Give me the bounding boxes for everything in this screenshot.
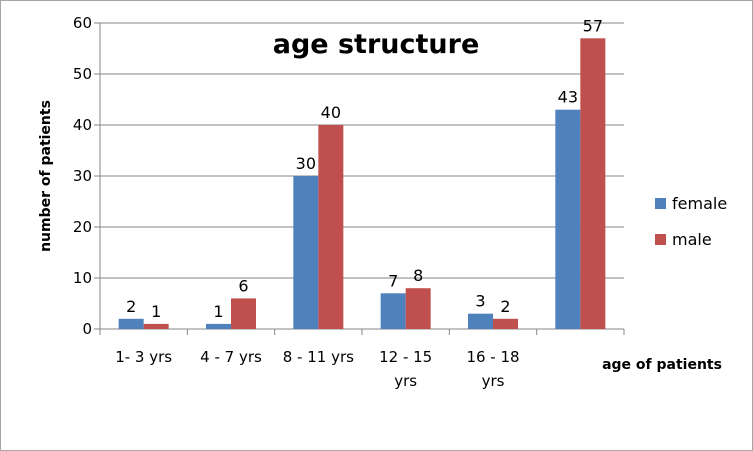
bar-female bbox=[118, 318, 144, 329]
data-label-male: 8 bbox=[413, 266, 423, 285]
data-label-male: 6 bbox=[238, 276, 248, 295]
legend: female male bbox=[655, 194, 727, 249]
x-tick-labels: 1- 3 yrs 4 - 7 yrs 8 - 11 yrs 12 - 15 yrs 16 … bbox=[115, 348, 519, 390]
bar-female bbox=[468, 313, 493, 329]
legend-swatch-male bbox=[655, 234, 666, 245]
legend-label-male: male bbox=[672, 230, 712, 249]
x-tick-label: 8 - 11 yrs bbox=[283, 348, 354, 366]
y-tick-label: 50 bbox=[73, 65, 92, 83]
x-tick-label: yrs bbox=[482, 372, 505, 390]
x-axis-title: age of patients bbox=[602, 357, 722, 373]
bar-male bbox=[580, 38, 606, 330]
y-axis-title: number of patients bbox=[38, 100, 54, 252]
data-label-female: 7 bbox=[388, 271, 398, 290]
y-tick-label: 20 bbox=[73, 218, 92, 236]
chart-title: age structure bbox=[273, 29, 480, 60]
bar-female bbox=[555, 109, 581, 329]
data-label-female: 30 bbox=[296, 154, 316, 173]
data-label-male: 40 bbox=[321, 103, 341, 122]
y-tick-labels: 0 10 20 30 40 50 60 bbox=[73, 14, 92, 338]
bar-female bbox=[293, 176, 319, 329]
data-label-male: 1 bbox=[151, 302, 161, 321]
data-label-female: 43 bbox=[558, 88, 578, 107]
bar-female bbox=[206, 323, 231, 329]
bar-female bbox=[380, 293, 406, 329]
bar-male bbox=[143, 323, 169, 329]
data-label-female: 2 bbox=[126, 297, 136, 316]
x-tick-label: 16 - 18 bbox=[466, 348, 519, 366]
x-tick-label: 4 - 7 yrs bbox=[200, 348, 262, 366]
data-label-female: 3 bbox=[475, 292, 485, 311]
data-label-male: 57 bbox=[583, 16, 603, 35]
y-tick-label: 30 bbox=[73, 167, 92, 185]
bar-male bbox=[493, 318, 518, 329]
y-tick-label: 10 bbox=[73, 269, 92, 287]
y-tick-label: 40 bbox=[73, 116, 92, 134]
bar-male bbox=[318, 125, 344, 329]
x-tick-label: 12 - 15 bbox=[379, 348, 432, 366]
gridlines bbox=[94, 22, 625, 335]
data-label-female: 1 bbox=[213, 302, 223, 321]
bar-male bbox=[405, 288, 431, 329]
legend-swatch-female bbox=[655, 198, 666, 209]
legend-label-female: female bbox=[672, 194, 727, 213]
data-label-male: 2 bbox=[500, 297, 510, 316]
axes bbox=[99, 23, 624, 330]
bar-male bbox=[231, 298, 256, 329]
y-tick-label: 0 bbox=[82, 320, 92, 338]
bars bbox=[118, 38, 606, 330]
x-tick-label: 1- 3 yrs bbox=[115, 348, 172, 366]
y-tick-label: 60 bbox=[73, 14, 92, 32]
x-tick-label: yrs bbox=[394, 372, 417, 390]
